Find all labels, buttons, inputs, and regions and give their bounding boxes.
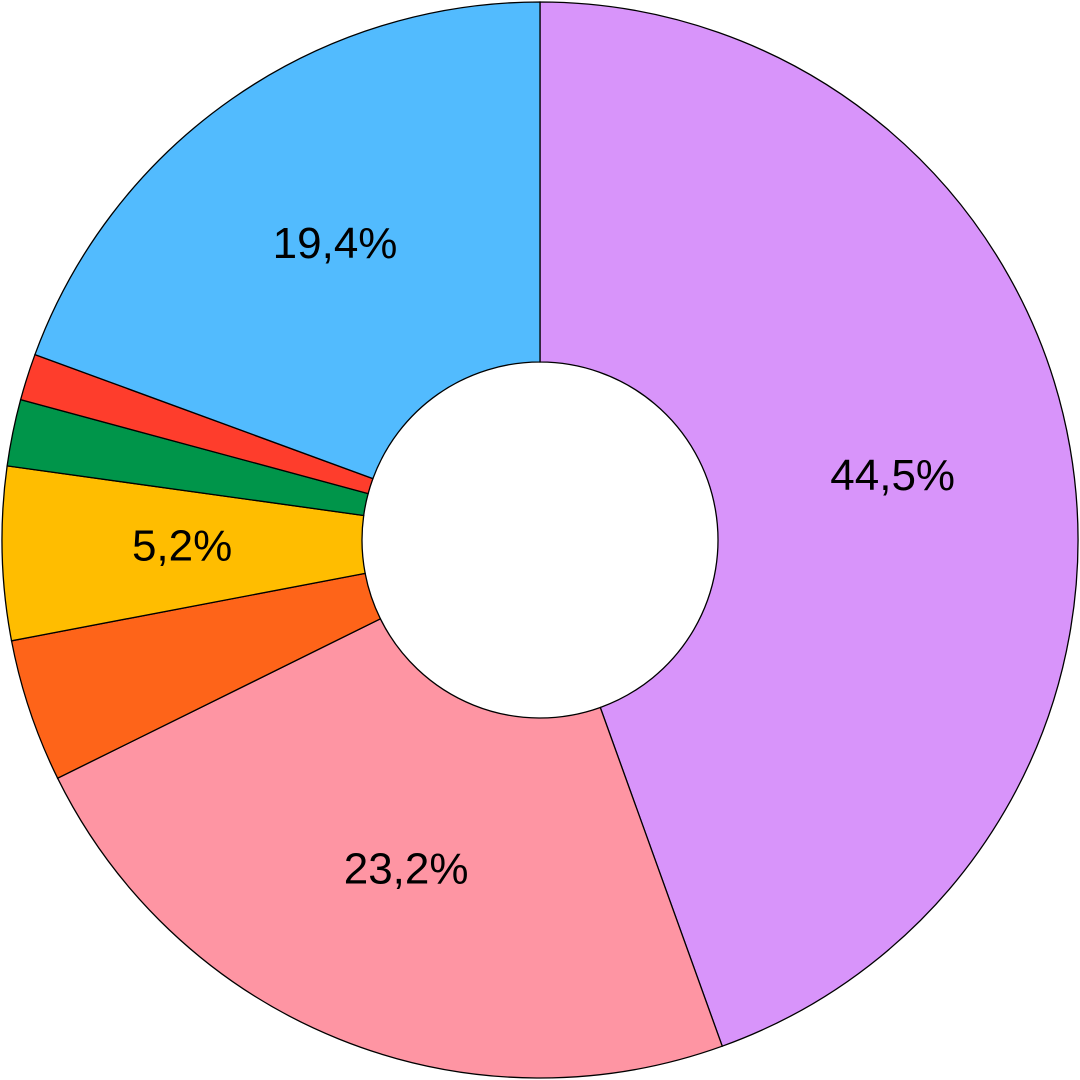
slice-label: 19,4%	[273, 219, 398, 268]
slice	[56, 617, 724, 1079]
slice-label: 5,2%	[132, 522, 232, 571]
slice	[539, 1, 1079, 1048]
slice-label: 44,5%	[830, 451, 955, 500]
slice-label: 23,2%	[344, 845, 469, 894]
slice	[34, 1, 541, 480]
